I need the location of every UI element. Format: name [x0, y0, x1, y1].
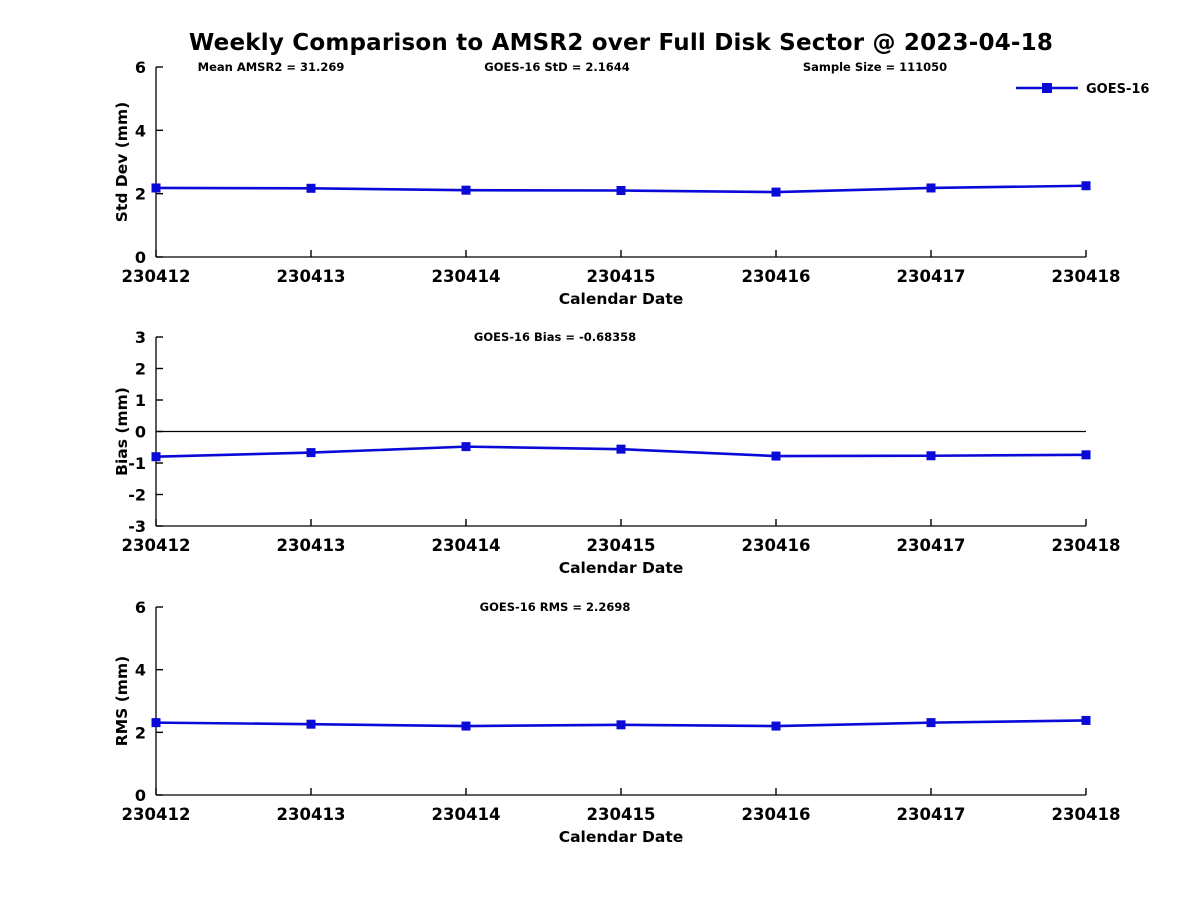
data-point-marker — [926, 451, 936, 461]
data-point-marker — [616, 186, 626, 195]
y-tick-label: 2 — [135, 723, 146, 742]
data-point-marker — [461, 185, 471, 195]
data-point-marker — [151, 452, 161, 462]
x-tick-label: 230416 — [742, 267, 811, 286]
x-axis-title: Calendar Date — [559, 290, 684, 308]
x-tick-label: 230418 — [1052, 805, 1121, 824]
data-point-marker — [616, 720, 626, 730]
y-tick-label: 0 — [135, 423, 146, 442]
data-point-marker — [461, 442, 471, 452]
legend-label: GOES-16 — [1086, 82, 1149, 97]
data-point-marker — [151, 183, 161, 193]
data-point-marker — [306, 719, 316, 729]
y-axis-title: Std Dev (mm) — [113, 102, 131, 222]
x-tick-label: 230413 — [277, 536, 346, 555]
y-tick-label: 6 — [135, 598, 146, 617]
y-tick-label: -2 — [128, 486, 146, 505]
y-tick-label: 1 — [135, 391, 146, 410]
x-tick-label: 230415 — [587, 267, 656, 286]
data-point-marker — [926, 183, 936, 193]
data-point-marker — [616, 444, 626, 454]
x-tick-label: 230415 — [587, 805, 656, 824]
x-tick-label: 230418 — [1052, 267, 1121, 286]
x-tick-label: 230414 — [432, 267, 501, 286]
x-axis-title: Calendar Date — [559, 559, 684, 577]
annotation-text: Mean AMSR2 = 31.269 — [198, 60, 345, 74]
y-axis-title: RMS (mm) — [113, 656, 131, 746]
x-tick-label: 230418 — [1052, 536, 1121, 555]
x-tick-label: 230416 — [742, 536, 811, 555]
annotation-text: GOES-16 StD = 2.1644 — [484, 60, 629, 74]
y-tick-label: -1 — [128, 454, 146, 473]
y-tick-label: 4 — [135, 661, 146, 680]
y-tick-label: 0 — [135, 248, 146, 267]
y-tick-label: 4 — [135, 121, 146, 140]
annotation-text: GOES-16 Bias = -0.68358 — [474, 330, 636, 344]
x-tick-label: 230417 — [897, 267, 966, 286]
data-point-marker — [306, 183, 316, 193]
x-tick-label: 230414 — [432, 536, 501, 555]
x-tick-label: 230412 — [122, 536, 191, 555]
x-tick-label: 230417 — [897, 805, 966, 824]
annotation-text: GOES-16 RMS = 2.2698 — [480, 600, 631, 614]
data-point-marker — [771, 451, 781, 461]
data-point-marker — [771, 721, 781, 731]
data-point-marker — [151, 718, 161, 728]
x-tick-label: 230415 — [587, 536, 656, 555]
data-point-marker — [1081, 450, 1091, 460]
x-tick-label: 230412 — [122, 267, 191, 286]
y-axis-title: Bias (mm) — [113, 387, 131, 476]
data-point-marker — [1081, 181, 1091, 191]
x-tick-label: 230413 — [277, 805, 346, 824]
y-tick-label: 3 — [135, 328, 146, 347]
legend-marker-icon — [1042, 83, 1052, 93]
y-tick-label: 2 — [135, 360, 146, 379]
x-tick-label: 230417 — [897, 536, 966, 555]
annotation-text: Sample Size = 111050 — [803, 60, 947, 74]
figure-title: Weekly Comparison to AMSR2 over Full Dis… — [188, 30, 1054, 56]
x-tick-label: 230414 — [432, 805, 501, 824]
data-point-marker — [771, 187, 781, 197]
data-point-marker — [306, 448, 316, 458]
data-point-marker — [1081, 715, 1091, 725]
data-point-marker — [926, 718, 936, 728]
x-axis-title: Calendar Date — [559, 828, 684, 846]
x-tick-label: 230416 — [742, 805, 811, 824]
y-tick-label: 6 — [135, 58, 146, 77]
data-point-marker — [461, 721, 471, 731]
x-tick-label: 230412 — [122, 805, 191, 824]
y-tick-label: -3 — [128, 517, 146, 536]
y-tick-label: 2 — [135, 185, 146, 204]
x-tick-label: 230413 — [277, 267, 346, 286]
y-tick-label: 0 — [135, 786, 146, 805]
